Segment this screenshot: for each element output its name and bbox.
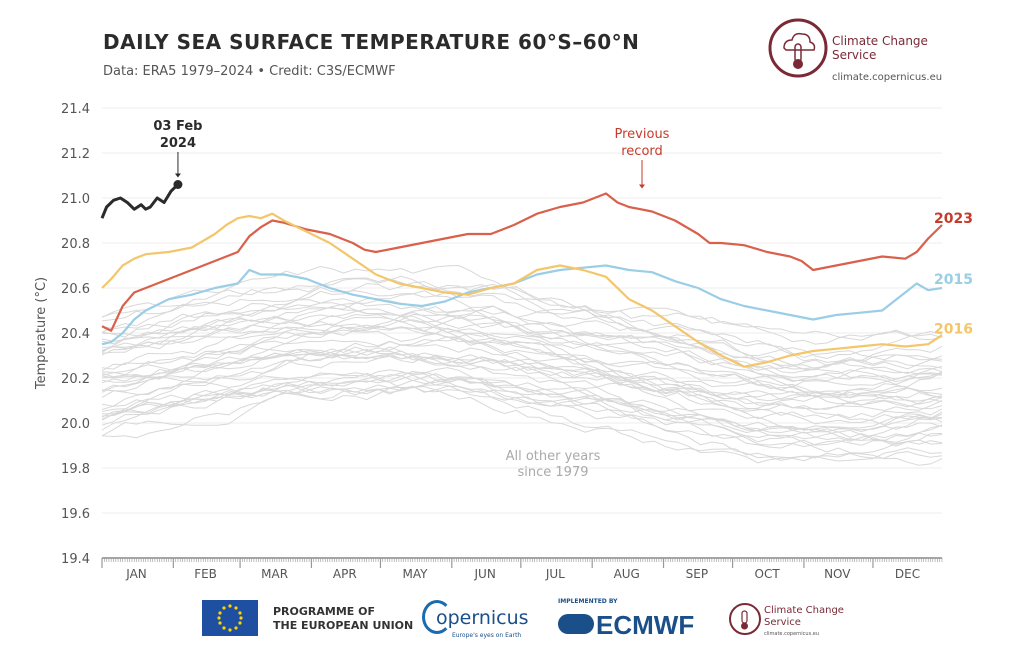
other-year-line	[101, 290, 943, 388]
series-point-2024-latest	[173, 180, 183, 189]
thermometer-cloud-icon	[729, 603, 761, 635]
footer-logos: PROGRAMME OF THE EUROPEAN UNION opernicu…	[0, 595, 1024, 645]
ecmwf-word: ECMWF	[596, 610, 695, 640]
ecmwf-mark-icon	[558, 614, 594, 634]
annotation-other-years-line1: All other years	[506, 449, 601, 464]
other-year-line	[101, 385, 943, 445]
series-label-2016: 2016	[934, 321, 973, 337]
x-tick-label: MAY	[403, 567, 429, 581]
thermometer-cloud-icon	[768, 18, 828, 78]
y-tick-label: 19.4	[61, 552, 90, 567]
annotation-latest-year: 2024	[160, 136, 196, 151]
x-tick-label: MAR	[261, 567, 288, 581]
y-axis-label: Temperature (°C)	[34, 277, 49, 390]
y-tick-label: 19.6	[61, 507, 90, 522]
other-year-line	[101, 277, 943, 341]
other-year-line	[101, 372, 943, 446]
x-tick-label: JUN	[474, 567, 496, 581]
other-year-line	[101, 372, 943, 462]
other-year-line	[101, 346, 943, 400]
logo-url: climate.copernicus.eu	[832, 72, 943, 83]
x-tick-label: NOV	[824, 567, 851, 581]
annotation-arrowhead-latest	[174, 173, 181, 178]
y-tick-label: 20.6	[61, 282, 90, 297]
x-tick-label: AUG	[614, 567, 640, 581]
x-tick-label: OCT	[755, 567, 781, 581]
series-label-2015: 2015	[934, 272, 973, 288]
x-tick-label: JAN	[125, 567, 147, 581]
y-tick-label: 20.8	[61, 237, 90, 252]
page-subtitle: Data: ERA5 1979–2024 • Credit: C3S/ECMWF	[103, 64, 396, 79]
other-year-line	[101, 306, 943, 397]
other-year-line	[101, 299, 943, 382]
other-year-line	[101, 369, 943, 443]
y-tick-label: 21.0	[61, 192, 90, 207]
other-year-line	[101, 373, 943, 454]
other-year-line	[101, 341, 943, 412]
other-year-line	[101, 336, 943, 411]
other-year-line	[101, 264, 943, 345]
series-line-2015	[101, 264, 943, 346]
other-year-line	[101, 315, 943, 384]
other-year-line	[101, 381, 943, 449]
copernicus-logo[interactable]: opernicus Europe's eyes on Earth	[422, 598, 532, 642]
ecmwf-implemented-by: IMPLEMENTED BY	[558, 598, 618, 605]
x-tick-label: JUL	[545, 567, 565, 581]
other-year-line	[101, 275, 943, 370]
annotation-arrowhead-previous-record	[639, 184, 645, 189]
other-year-line	[101, 348, 943, 426]
copernicus-tag: Europe's eyes on Earth	[452, 632, 522, 639]
y-tick-label: 19.8	[61, 462, 90, 477]
series-line-2016	[101, 212, 943, 368]
other-year-line	[101, 316, 943, 395]
other-year-line	[101, 325, 943, 402]
y-tick-label: 20.4	[61, 327, 90, 342]
other-year-line	[101, 329, 943, 410]
other-year-line	[101, 377, 943, 434]
c3s-small-url: climate.copernicus.eu	[764, 631, 820, 637]
series-line-2023	[101, 192, 943, 332]
copernicus-ring-icon	[422, 600, 452, 634]
other-year-line	[101, 377, 943, 447]
other-year-line	[101, 352, 943, 431]
sst-chart: 19.4 19.6 19.8 20.0 20.2 20.4 20.6 20.8 21.0 21.2…	[34, 102, 973, 581]
y-tick-label: 21.2	[61, 147, 90, 162]
annotation-other-years-line2: since 1979	[518, 465, 589, 480]
x-tick-label: DEC	[895, 567, 920, 581]
copernicus-word: opernicus	[436, 607, 529, 629]
other-year-line	[101, 281, 943, 362]
other-year-line	[101, 325, 943, 400]
y-tick-label: 21.4	[61, 102, 90, 117]
other-year-line	[101, 350, 943, 419]
other-year-line	[101, 308, 943, 383]
other-year-line	[101, 299, 943, 371]
other-year-line	[101, 313, 943, 371]
x-tick-label: SEP	[686, 567, 708, 581]
annotation-previous-record-line2: record	[621, 144, 663, 159]
logo-name: Climate Change Service	[832, 34, 928, 62]
x-tick-label: FEB	[194, 567, 217, 581]
eu-flag-icon	[202, 600, 258, 636]
c3s-small-name: Climate Change Service	[764, 605, 844, 628]
eu-programme-text: PROGRAMME OF THE EUROPEAN UNION	[273, 605, 414, 632]
page-title: DAILY SEA SURFACE TEMPERATURE 60°S–60°N	[103, 30, 640, 54]
c3s-logo[interactable]: Climate Change Service climate.copernicu…	[768, 16, 968, 86]
other-year-line	[101, 286, 943, 360]
series-line-2024	[100, 183, 179, 219]
c3s-small-logo[interactable]: Climate Change Service climate.copernicu…	[728, 599, 858, 643]
series-label-2023: 2023	[934, 211, 973, 227]
other-year-line	[101, 321, 943, 385]
annotation-latest-date: 03 Feb	[153, 119, 202, 134]
ecmwf-logo[interactable]: IMPLEMENTED BY ECMWF	[556, 598, 716, 642]
other-years-group	[101, 264, 943, 466]
y-tick-label: 20.2	[61, 372, 90, 387]
x-tick-label: APR	[333, 567, 357, 581]
y-tick-label: 20.0	[61, 417, 90, 432]
annotation-previous-record-line1: Previous	[615, 127, 670, 142]
